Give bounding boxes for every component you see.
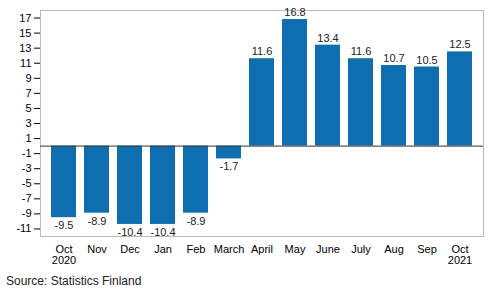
- svg-text:Oct2020: Oct2020: [52, 243, 76, 266]
- svg-text:-3: -3: [22, 162, 32, 174]
- svg-text:May: May: [285, 243, 306, 255]
- html-text:Source: Statistics Finland: Source: Statistics Finland: [6, 274, 142, 288]
- svg-text:Sep: Sep: [417, 243, 437, 255]
- svg-text:-10.4: -10.4: [117, 226, 142, 238]
- svg-text:July: July: [351, 243, 371, 255]
- svg-text:15: 15: [19, 27, 31, 39]
- svg-text:1: 1: [25, 132, 31, 144]
- svg-text:13: 13: [19, 42, 31, 54]
- svg-text:12.5: 12.5: [449, 38, 470, 50]
- svg-text:Oct2021: Oct2021: [448, 243, 472, 266]
- svg-text:Nov: Nov: [87, 243, 107, 255]
- svg-text:-10.4: -10.4: [150, 226, 175, 238]
- svg-text:Dec: Dec: [120, 243, 140, 255]
- svg-text:10.5: 10.5: [416, 54, 437, 66]
- svg-text:3: 3: [25, 117, 31, 129]
- svg-text:10.7: 10.7: [383, 52, 404, 64]
- svg-text:11: 11: [20, 57, 31, 69]
- svg-text:Jan: Jan: [154, 243, 172, 255]
- svg-text:17: 17: [19, 12, 31, 24]
- svg-text:March: March: [214, 243, 245, 255]
- svg-text:9: 9: [25, 72, 31, 84]
- svg-text:-5: -5: [22, 177, 32, 189]
- svg-text:7: 7: [25, 87, 31, 99]
- svg-text:11.6: 11.6: [252, 45, 273, 57]
- svg-text:Aug: Aug: [384, 243, 404, 255]
- svg-text:5: 5: [25, 102, 31, 114]
- svg-text:-11: -11: [16, 222, 31, 234]
- svg-text:-8.9: -8.9: [187, 215, 206, 227]
- svg-text:-7: -7: [22, 192, 32, 204]
- svg-text:-1: -1: [22, 147, 32, 159]
- svg-text:June: June: [316, 243, 340, 255]
- svg-text:April: April: [251, 243, 273, 255]
- svg-text:16.8: 16.8: [284, 6, 305, 18]
- svg-text:-9: -9: [22, 207, 32, 219]
- svg-text:Feb: Feb: [187, 243, 206, 255]
- svg-text:13.4: 13.4: [317, 32, 338, 44]
- svg-text:-8.9: -8.9: [88, 215, 107, 227]
- svg-text:-9.5: -9.5: [55, 219, 74, 231]
- svg-text:11.6: 11.6: [351, 45, 372, 57]
- svg-text:-1.7: -1.7: [220, 160, 239, 172]
